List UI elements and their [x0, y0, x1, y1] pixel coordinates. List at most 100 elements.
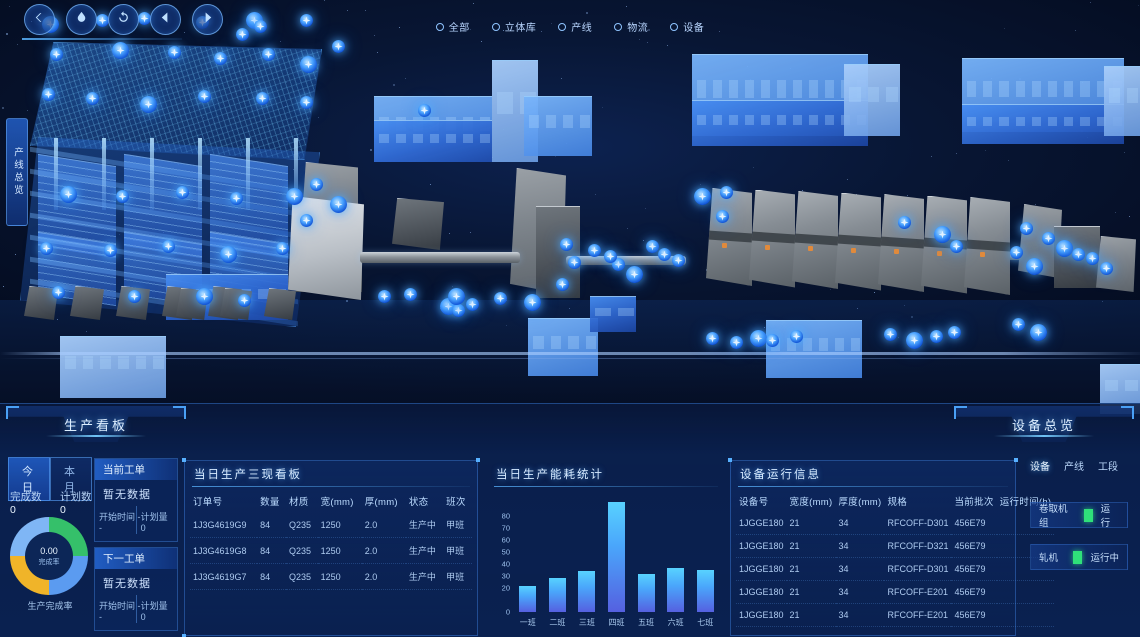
scene-marker-pin[interactable] — [176, 186, 189, 199]
scene-marker-pin[interactable] — [1056, 240, 1073, 257]
scene-marker-pin[interactable] — [1042, 232, 1055, 245]
table-body[interactable]: 1JGGE180 21 34 RFCOFF-D301 456E79 1JGGE180 21 3… — [736, 512, 1055, 627]
order-card-0[interactable]: 当前工单 暂无数据 开始时间 -- 计划量 0 — [94, 458, 178, 542]
scene-marker-pin[interactable] — [330, 196, 347, 213]
legend-item-2[interactable]: 产线 — [558, 19, 592, 34]
home-nav-button[interactable] — [66, 4, 97, 35]
refresh-nav-button[interactable] — [108, 4, 139, 35]
table-row[interactable]: 1J3G4619G8 84 Q235 1250 2.0 生产中 甲班 — [190, 537, 472, 564]
scene-marker-pin[interactable] — [286, 188, 303, 205]
scene-marker-pin[interactable] — [950, 240, 963, 253]
table-row[interactable]: 1JGGE180 21 34 RFCOFF-E201 456E79 — [736, 580, 1055, 604]
scene-marker-pin[interactable] — [898, 216, 911, 229]
scene-marker-pin[interactable] — [560, 238, 573, 251]
scene-marker-pin[interactable] — [96, 14, 109, 27]
scene-marker-pin[interactable] — [694, 188, 711, 205]
table-row[interactable]: 1JGGE180 21 34 RFCOFF-E201 456E79 — [736, 603, 1055, 627]
scene-marker-pin[interactable] — [256, 92, 269, 105]
scene-marker-pin[interactable] — [52, 286, 65, 299]
scene-marker-pin[interactable] — [214, 52, 227, 65]
scene-marker-pin[interactable] — [254, 20, 267, 33]
scene-marker-pin[interactable] — [706, 332, 719, 345]
table-row[interactable]: 1JGGE180 21 34 RFCOFF-D301 456E79 — [736, 512, 1055, 535]
scene-marker-pin[interactable] — [238, 294, 251, 307]
warehouse-hall[interactable] — [20, 42, 332, 327]
scene-marker-pin[interactable] — [86, 92, 99, 105]
scene-marker-pin[interactable] — [626, 266, 643, 283]
scene-marker-pin[interactable] — [604, 250, 617, 263]
scene-marker-pin[interactable] — [300, 14, 313, 27]
scene-marker-pin[interactable] — [230, 192, 243, 205]
scene-marker-pin[interactable] — [300, 56, 317, 73]
factory-3d-scene[interactable]: 全部 立体库 产线 物流 设备 产线总览 — [0, 0, 1140, 420]
table-row[interactable]: 1J3G4619G9 84 Q235 1250 2.0 生产中 甲班 — [190, 512, 472, 538]
back-nav-button[interactable] — [24, 4, 55, 35]
scene-marker-pin[interactable] — [716, 210, 729, 223]
sidebar-item-line-overview[interactable]: 产线总览 — [6, 118, 28, 226]
period-tabs[interactable]: 今日 本月 — [8, 457, 92, 501]
scene-marker-pin[interactable] — [418, 104, 431, 117]
scene-marker-pin[interactable] — [300, 214, 313, 227]
table-row[interactable]: 1JGGE180 21 34 RFCOFF-D321 456E79 — [736, 534, 1055, 558]
scene-marker-pin[interactable] — [1086, 252, 1099, 265]
status-tab-2[interactable]: 工段 — [1098, 462, 1118, 473]
scene-marker-pin[interactable] — [276, 242, 289, 255]
status-tab-0[interactable]: 设备 — [1030, 462, 1050, 473]
scene-marker-pin[interactable] — [452, 304, 465, 317]
scene-marker-pin[interactable] — [1072, 248, 1085, 261]
device-status-tabs[interactable]: 设备 产线 工段 — [1030, 458, 1118, 473]
scene-marker-pin[interactable] — [168, 46, 181, 59]
scene-marker-pin[interactable] — [884, 328, 897, 341]
table-body[interactable]: 1J3G4619G9 84 Q235 1250 2.0 生产中 甲班 1J3G4619G8 84… — [190, 512, 472, 590]
scene-marker-pin[interactable] — [612, 258, 625, 271]
scene-marker-pin[interactable] — [404, 288, 417, 301]
scene-marker-pin[interactable] — [790, 330, 803, 343]
scene-marker-pin[interactable] — [930, 330, 943, 343]
scene-marker-pin[interactable] — [934, 226, 951, 243]
scene-marker-pin[interactable] — [1026, 258, 1043, 275]
order-card-1[interactable]: 下一工单 暂无数据 开始时间 -- 计划量 0 — [94, 547, 178, 631]
scene-marker-pin[interactable] — [448, 288, 465, 305]
scene-marker-pin[interactable] — [310, 178, 323, 191]
legend-item-4[interactable]: 设备 — [670, 19, 704, 34]
scene-marker-pin[interactable] — [750, 330, 767, 347]
scene-marker-pin[interactable] — [60, 186, 77, 203]
scene-marker-pin[interactable] — [112, 42, 129, 59]
prev-nav-button[interactable] — [150, 4, 181, 35]
scene-marker-pin[interactable] — [906, 332, 923, 349]
period-tab-0[interactable]: 今日 — [8, 457, 50, 501]
scene-marker-pin[interactable] — [116, 190, 129, 203]
scene-marker-pin[interactable] — [162, 240, 175, 253]
legend-item-0[interactable]: 全部 — [435, 19, 470, 34]
scene-legend[interactable]: 全部 立体库 产线 物流 设备 — [0, 19, 1140, 34]
scene-marker-pin[interactable] — [556, 278, 569, 291]
scene-marker-pin[interactable] — [1020, 222, 1033, 235]
scene-marker-pin[interactable] — [568, 256, 581, 269]
scene-nav-toolbar[interactable] — [24, 4, 223, 35]
scene-marker-pin[interactable] — [466, 298, 479, 311]
scene-marker-pin[interactable] — [948, 326, 961, 339]
scene-marker-pin[interactable] — [1012, 318, 1025, 331]
scene-marker-pin[interactable] — [50, 48, 63, 61]
scene-marker-pin[interactable] — [140, 96, 157, 113]
status-tab-1[interactable]: 产线 — [1064, 462, 1084, 473]
scene-marker-pin[interactable] — [720, 186, 733, 199]
scene-marker-pin[interactable] — [262, 48, 275, 61]
scene-marker-pin[interactable] — [196, 288, 213, 305]
scene-marker-pin[interactable] — [332, 40, 345, 53]
play-nav-button[interactable] — [192, 4, 223, 35]
table-row[interactable]: 1J3G4619G7 84 Q235 1250 2.0 生产中 甲班 — [190, 563, 472, 590]
scene-marker-pin[interactable] — [658, 248, 671, 261]
scene-marker-pin[interactable] — [300, 96, 313, 109]
scene-marker-pin[interactable] — [730, 336, 743, 349]
scene-marker-pin[interactable] — [524, 294, 541, 311]
scene-marker-pin[interactable] — [588, 244, 601, 257]
period-tab-1[interactable]: 本月 — [50, 457, 92, 501]
scene-marker-pin[interactable] — [198, 90, 211, 103]
scene-marker-pin[interactable] — [40, 242, 53, 255]
scene-marker-pin[interactable] — [672, 254, 685, 267]
legend-item-3[interactable]: 物流 — [614, 19, 648, 34]
scene-marker-pin[interactable] — [1100, 262, 1113, 275]
scene-marker-pin[interactable] — [42, 88, 55, 101]
scene-marker-pin[interactable] — [766, 334, 779, 347]
